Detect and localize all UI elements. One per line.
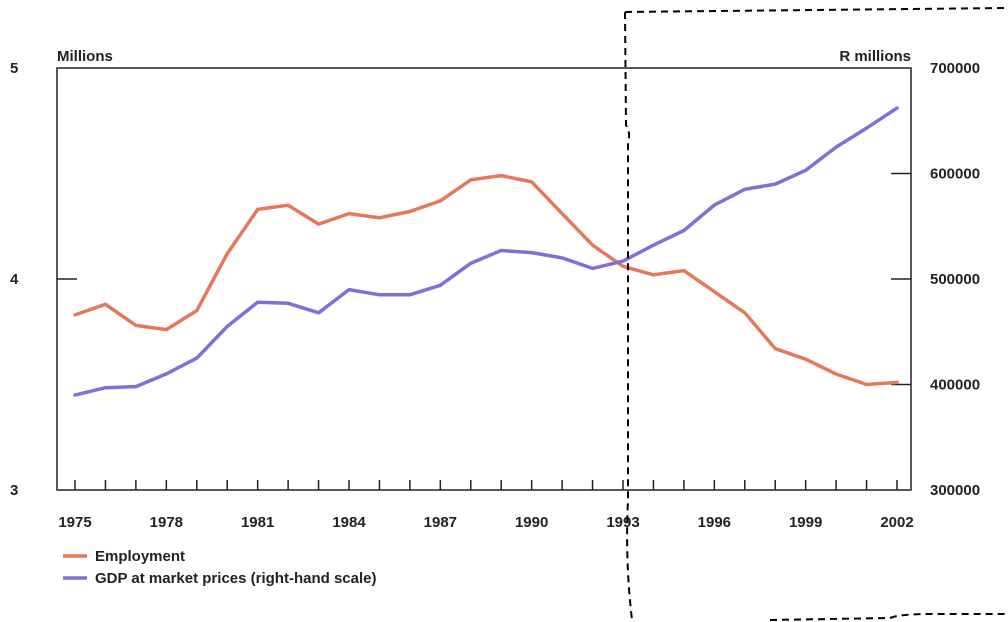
legend: Employment GDP at market prices (right-h…	[63, 548, 376, 587]
x-tick-label: 1987	[424, 514, 457, 531]
plot-frame	[56, 67, 912, 491]
x-tick-label: 1993	[606, 514, 639, 531]
x-tick-label: 1990	[515, 514, 548, 531]
x-tick-label: 1978	[150, 514, 183, 531]
left-axis-unit: Millions	[57, 48, 113, 65]
right-tick-label: 400000	[930, 377, 980, 394]
right-tick-label: 600000	[930, 166, 980, 183]
series-lines	[73, 106, 899, 397]
x-tick-label: 1975	[58, 514, 91, 531]
right-axis-ticks: 300000 400000 500000 600000 700000	[891, 60, 980, 499]
right-axis-unit: R millions	[839, 48, 911, 65]
gdp-line	[73, 106, 899, 397]
left-axis-ticks: 3 4 5	[10, 60, 77, 499]
dashed-selection-outline	[624, 7, 1008, 621]
right-tick-label: 700000	[930, 60, 980, 77]
left-tick-label: 4	[10, 271, 19, 288]
x-axis-ticks: 1975 1978 1981 1984 1987 1990 1993 1996 1999 2002	[58, 480, 914, 531]
legend-label-employment: Employment	[95, 548, 185, 565]
x-tick-label: 1999	[789, 514, 822, 531]
x-tick-label: 1984	[332, 514, 366, 531]
x-tick-label: 2002	[880, 514, 913, 531]
x-tick-label: 1996	[698, 514, 731, 531]
legend-label-gdp: GDP at market prices (right-hand scale)	[95, 570, 376, 587]
right-tick-label: 300000	[930, 482, 980, 499]
left-tick-label: 3	[10, 482, 18, 499]
right-tick-label: 500000	[930, 271, 980, 288]
employment-line	[73, 173, 899, 387]
left-tick-label: 5	[10, 60, 18, 77]
x-tick-label: 1981	[241, 514, 274, 531]
